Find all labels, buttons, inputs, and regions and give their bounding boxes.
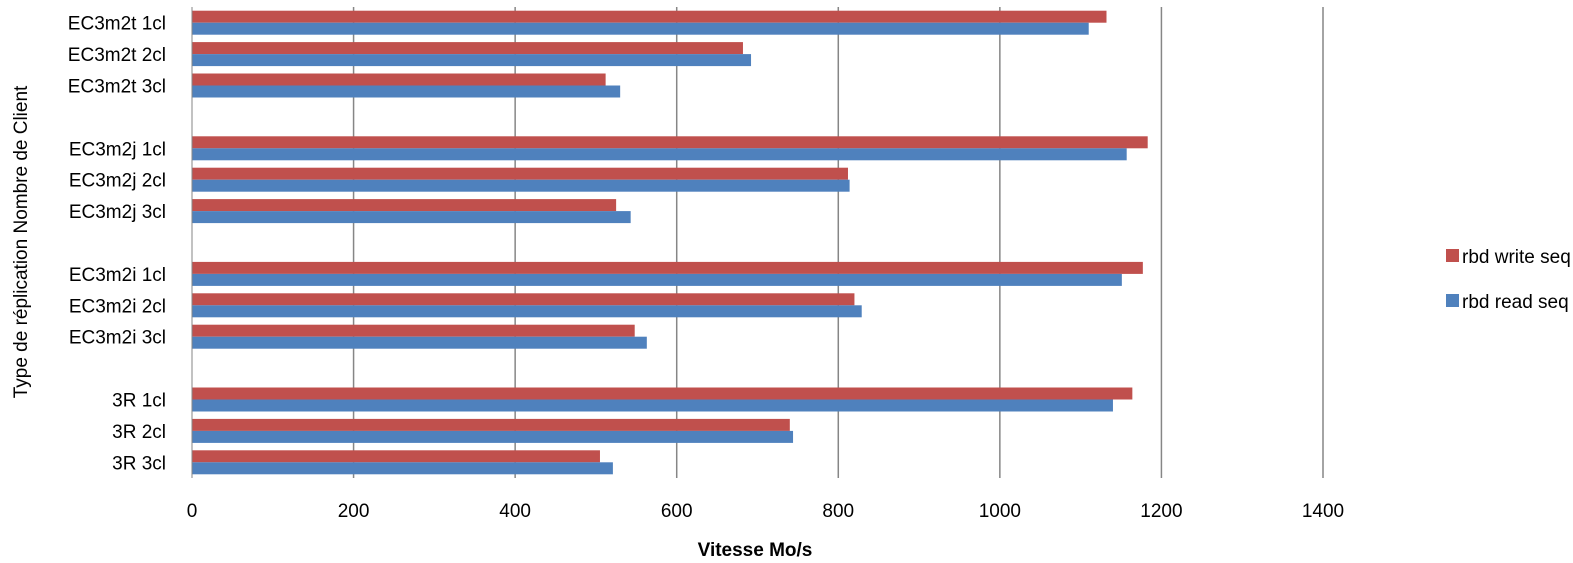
category-label: EC3m2i 2cl <box>69 296 166 317</box>
legend: rbd write seq rbd read seq <box>1446 247 1571 313</box>
bar-rbd-read-seq <box>192 399 1113 412</box>
x-tick-label: 1200 <box>1140 501 1182 522</box>
x-tick-labels: 0 200 400 600 800 1000 1200 1400 <box>187 501 1344 522</box>
x-tick-label: 600 <box>661 501 693 522</box>
category-labels: EC3m2t 1cl EC3m2t 2cl EC3m2t 3cl EC3m2j 1cl… <box>68 14 166 475</box>
category-label: EC3m2t 1cl <box>68 14 166 35</box>
category-label: EC3m2i 3cl <box>69 328 166 349</box>
bar-rbd-read-seq <box>192 148 1127 161</box>
x-axis-title: Vitesse Mo/s <box>698 540 813 561</box>
legend-label: rbd write seq <box>1462 247 1571 268</box>
category-label: EC3m2i 1cl <box>69 265 166 286</box>
bar-rbd-read-seq <box>192 211 631 224</box>
x-tick-label: 1000 <box>979 501 1021 522</box>
bar-rbd-read-seq <box>192 54 752 67</box>
bar-rbd-write-seq <box>192 10 1107 23</box>
bar-rbd-read-seq <box>192 85 621 98</box>
bar-rbd-read-seq <box>192 22 1089 35</box>
category-label: EC3m2j 1cl <box>69 139 166 160</box>
bar-rbd-read-seq <box>192 462 613 475</box>
x-tick-label: 200 <box>338 501 370 522</box>
x-tick-label: 800 <box>822 501 854 522</box>
bar-rbd-read-seq <box>192 273 1122 286</box>
bar-rbd-write-seq <box>192 42 743 55</box>
category-label: 3R 1cl <box>112 391 166 412</box>
bars <box>192 10 1148 475</box>
bar-rbd-write-seq <box>192 293 855 306</box>
bar-rbd-read-seq <box>192 336 647 349</box>
bar-rbd-write-seq <box>192 261 1143 274</box>
category-label: EC3m2t 3cl <box>68 77 166 98</box>
bar-rbd-write-seq <box>192 136 1148 149</box>
category-label: EC3m2t 2cl <box>68 45 166 66</box>
bar-rbd-write-seq <box>192 450 600 463</box>
x-tick-label: 400 <box>499 501 531 522</box>
bar-rbd-write-seq <box>192 418 790 431</box>
category-label: EC3m2j 2cl <box>69 171 166 192</box>
category-label: EC3m2j 3cl <box>69 202 166 223</box>
bar-rbd-write-seq <box>192 199 617 212</box>
x-tick-label: 1400 <box>1302 501 1344 522</box>
bar-rbd-write-seq <box>192 387 1133 400</box>
category-label: 3R 3cl <box>112 453 166 474</box>
bar-rbd-read-seq <box>192 179 850 192</box>
bar-rbd-write-seq <box>192 167 848 180</box>
bar-rbd-read-seq <box>192 305 862 318</box>
legend-swatch <box>1446 249 1459 262</box>
bar-rbd-read-seq <box>192 430 794 443</box>
bar-rbd-write-seq <box>192 73 606 86</box>
x-tick-label: 0 <box>187 501 198 522</box>
bar-rbd-write-seq <box>192 324 635 337</box>
category-label: 3R 2cl <box>112 422 166 443</box>
y-axis-title: Type de réplication Nombre de Client <box>11 85 32 398</box>
legend-swatch <box>1446 294 1459 307</box>
legend-label: rbd read seq <box>1462 292 1569 313</box>
